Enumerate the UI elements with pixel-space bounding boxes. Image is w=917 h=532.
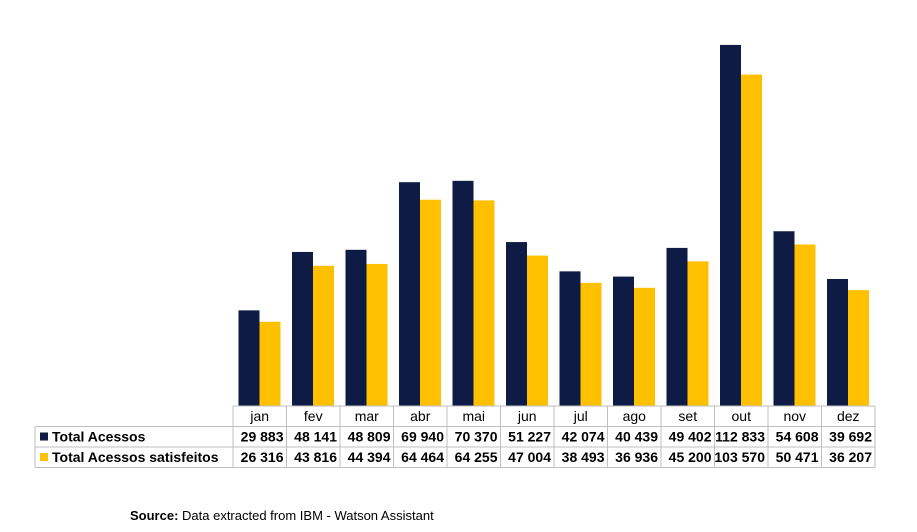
category-label-out: out <box>732 408 752 424</box>
bar-satisfeitos-fev <box>313 265 334 406</box>
data-label-total-jun: 51 227 <box>508 429 551 445</box>
data-label-total-jan: 29 883 <box>241 429 284 445</box>
data-label-total-jul: 42 074 <box>562 429 605 445</box>
data-label-total-out: 112 833 <box>715 429 765 445</box>
data-label-satisfeitos-nov: 50 471 <box>776 449 819 465</box>
category-label-abr: abr <box>410 408 431 424</box>
bar-total-dez <box>827 278 848 406</box>
bar-satisfeitos-out <box>741 74 762 406</box>
bar-satisfeitos-mar <box>366 263 388 406</box>
data-label-satisfeitos-jul: 38 493 <box>562 449 605 465</box>
data-label-satisfeitos-set: 45 200 <box>669 449 712 465</box>
data-label-total-nov: 54 608 <box>776 429 819 445</box>
data-label-satisfeitos-abr: 64 464 <box>401 449 444 465</box>
category-label-fev: fev <box>304 408 323 424</box>
data-label-satisfeitos-mar: 44 394 <box>348 449 391 465</box>
bar-total-ago <box>613 276 634 406</box>
bar-satisfeitos-dez <box>848 290 869 406</box>
bar-total-jun <box>506 242 527 406</box>
bar-satisfeitos-abr <box>420 199 441 406</box>
category-label-jun: jun <box>517 408 537 424</box>
bar-total-abr <box>399 182 420 406</box>
data-label-satisfeitos-fev: 43 816 <box>294 449 337 465</box>
data-label-satisfeitos-jun: 47 004 <box>508 449 551 465</box>
data-label-satisfeitos-out: 103 570 <box>714 449 765 465</box>
category-label-mai: mai <box>462 408 485 424</box>
bar-total-mai <box>452 180 474 406</box>
data-label-total-mar: 48 809 <box>348 429 391 445</box>
data-label-satisfeitos-dez: 36 207 <box>829 449 872 465</box>
data-label-total-set: 49 402 <box>669 429 712 445</box>
data-label-total-fev: 48 141 <box>294 429 337 445</box>
bar-satisfeitos-nov <box>794 244 816 406</box>
bar-total-jan <box>238 310 260 406</box>
bar-satisfeitos-mai <box>473 200 495 406</box>
series-label-satisfeitos: Total Acessos satisfeitos <box>52 449 219 465</box>
bar-chart: jan fev mar abr mai jun jul ago set out nov dez Tota… <box>34 44 876 468</box>
legend-key-satisfeitos <box>40 453 48 461</box>
category-label-set: set <box>678 408 697 424</box>
category-label-mar: mar <box>355 408 379 424</box>
data-label-total-ago: 40 439 <box>615 429 658 445</box>
data-label-satisfeitos-ago: 36 936 <box>615 449 658 465</box>
category-label-jan: jan <box>249 408 269 424</box>
bar-satisfeitos-jul <box>580 282 602 406</box>
category-label-ago: ago <box>623 408 647 424</box>
source-label: Source: <box>130 508 179 523</box>
data-label-total-abr: 69 940 <box>401 429 444 445</box>
bar-total-mar <box>345 249 367 406</box>
bar-satisfeitos-jan <box>259 321 281 406</box>
legend-key-total <box>40 432 48 441</box>
category-label-jul: jul <box>573 408 588 424</box>
data-label-total-mai: 70 370 <box>455 429 498 445</box>
data-label-satisfeitos-mai: 64 255 <box>455 449 498 465</box>
source-text: Data extracted from IBM - Watson Assista… <box>178 508 434 523</box>
series-label-total: Total Acessos <box>52 429 146 445</box>
data-label-satisfeitos-jan: 26 316 <box>241 449 284 465</box>
data-label-total-dez: 39 692 <box>829 429 872 445</box>
bar-total-set <box>666 247 688 406</box>
category-label-nov: nov <box>783 408 806 424</box>
bar-total-jul <box>559 271 581 406</box>
bar-total-out <box>720 44 741 407</box>
source-note: Source: Data extracted from IBM - Watson… <box>130 508 434 523</box>
bar-satisfeitos-set <box>687 261 709 406</box>
bar-satisfeitos-jun <box>527 255 548 406</box>
bar-total-fev <box>292 251 313 406</box>
bar-satisfeitos-ago <box>634 287 655 406</box>
category-label-dez: dez <box>837 408 860 424</box>
bar-total-nov <box>773 231 795 406</box>
